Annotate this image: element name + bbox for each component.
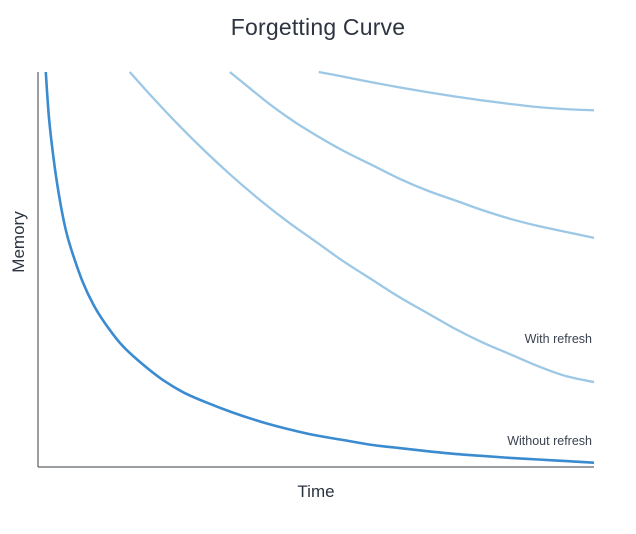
chart-title: Forgetting Curve <box>230 14 406 40</box>
axes <box>37 72 594 468</box>
y-axis-title: Memory <box>9 211 28 273</box>
x-axis-title: Time <box>297 482 334 501</box>
with-refresh-label: With refresh <box>525 332 592 346</box>
without-refresh-label: Without refresh <box>507 434 592 448</box>
with-refresh-curve-1 <box>128 71 595 384</box>
labels-group: Time Memory With refresh Without refresh <box>9 211 592 501</box>
series-group <box>44 70 595 464</box>
without-refresh-curve <box>44 71 595 464</box>
with-refresh-curve-3 <box>318 70 595 112</box>
with-refresh-curve-2 <box>229 71 595 240</box>
